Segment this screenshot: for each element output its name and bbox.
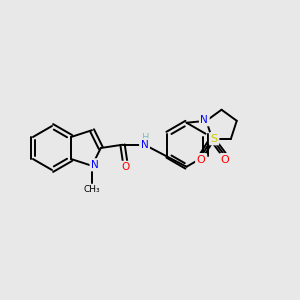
Text: O: O (197, 155, 206, 165)
Text: N: N (91, 160, 99, 170)
Text: S: S (211, 134, 218, 144)
Text: O: O (121, 162, 130, 172)
Text: N: N (141, 140, 148, 150)
Text: O: O (221, 155, 230, 165)
Text: N: N (200, 115, 208, 125)
Text: H: H (142, 133, 149, 143)
Text: CH₃: CH₃ (84, 185, 100, 194)
